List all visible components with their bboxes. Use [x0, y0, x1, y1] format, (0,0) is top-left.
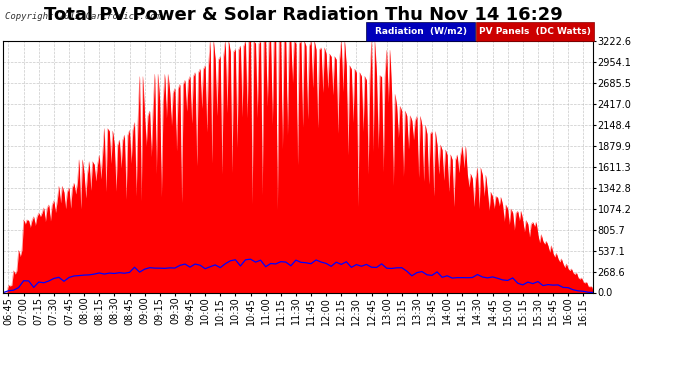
FancyBboxPatch shape — [476, 22, 594, 41]
Text: Copyright 2013 Cartronics.com: Copyright 2013 Cartronics.com — [5, 12, 161, 21]
Text: Radiation  (W/m2): Radiation (W/m2) — [375, 27, 467, 36]
Text: Total PV Power & Solar Radiation Thu Nov 14 16:29: Total PV Power & Solar Radiation Thu Nov… — [44, 6, 563, 24]
Text: PV Panels  (DC Watts): PV Panels (DC Watts) — [479, 27, 591, 36]
FancyBboxPatch shape — [366, 22, 475, 41]
